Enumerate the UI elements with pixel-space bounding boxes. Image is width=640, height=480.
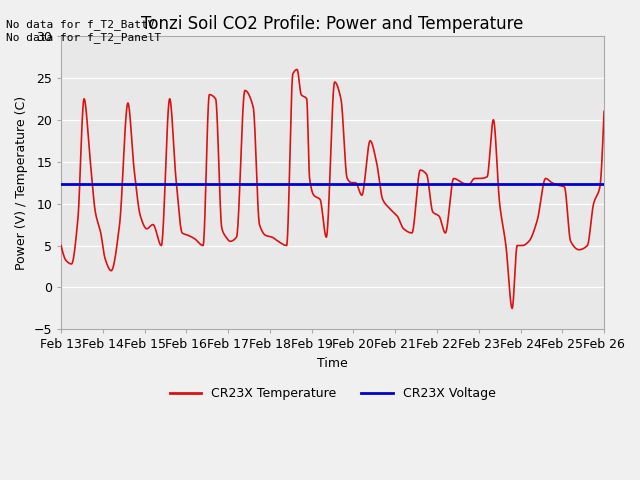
Y-axis label: Power (V) / Temperature (C): Power (V) / Temperature (C) <box>15 96 28 270</box>
Text: No data for f_T2_BattV
No data for f_T2_PanelT: No data for f_T2_BattV No data for f_T2_… <box>6 19 162 43</box>
X-axis label: Time: Time <box>317 357 348 370</box>
Legend: CR23X Temperature, CR23X Voltage: CR23X Temperature, CR23X Voltage <box>164 382 500 405</box>
Title: Tonzi Soil CO2 Profile: Power and Temperature: Tonzi Soil CO2 Profile: Power and Temper… <box>141 15 524 33</box>
Text: TZ_soilco2: TZ_soilco2 <box>0 479 1 480</box>
